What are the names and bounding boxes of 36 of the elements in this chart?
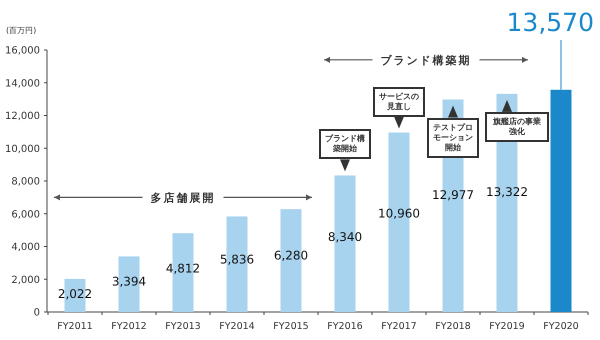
y-tick-label: 12,000 — [5, 111, 40, 122]
annotation: 旗艦店の事業強化 — [485, 112, 549, 142]
y-tick-label: 6,000 — [11, 209, 40, 220]
annotation: 多店舗展開 — [150, 191, 216, 204]
y-tick-label: 14,000 — [5, 78, 40, 90]
y-tick-label: 16,000 — [5, 46, 40, 56]
data-label: 10,960 — [378, 206, 420, 220]
y-tick-label: 8,000 — [11, 176, 40, 188]
data-label: 3,394 — [112, 274, 146, 288]
x-tick-label: FY2015 — [273, 321, 309, 332]
data-label: 12,977 — [432, 188, 474, 202]
data-label: 5,836 — [220, 252, 254, 266]
y-tick-label: 4,000 — [11, 242, 40, 253]
y-tick-label: 0 — [34, 308, 40, 318]
annotation: テストプロモーション開始 — [427, 118, 479, 158]
annotation: ブランド構築期 — [380, 54, 472, 67]
data-label: 13,322 — [486, 185, 528, 200]
x-tick-label: FY2011 — [57, 321, 93, 332]
x-tick-label: FY2020 — [543, 321, 579, 332]
data-label: 13,570 — [506, 8, 594, 37]
y-tick-label: 10,000 — [5, 144, 40, 155]
data-label: 8,340 — [328, 230, 362, 244]
x-tick-label: FY2014 — [219, 321, 255, 332]
x-tick-label: FY2019 — [489, 321, 525, 332]
x-tick-label: FY2013 — [165, 321, 201, 332]
data-label: 2,022 — [58, 286, 92, 301]
y-axis-title: (百万円) — [6, 26, 36, 35]
y-tick-label: 2,000 — [11, 274, 40, 286]
x-tick-label: FY2012 — [111, 321, 147, 332]
annotation: サービスの見直し — [373, 86, 425, 117]
data-label: 4,812 — [166, 262, 200, 276]
x-tick-label: FY2016 — [327, 321, 363, 332]
x-tick-label: FY2018 — [435, 321, 471, 332]
x-tick-label: FY2017 — [381, 321, 417, 332]
annotation: ブランド構築開始 — [319, 129, 371, 160]
data-label: 6,280 — [274, 248, 308, 262]
